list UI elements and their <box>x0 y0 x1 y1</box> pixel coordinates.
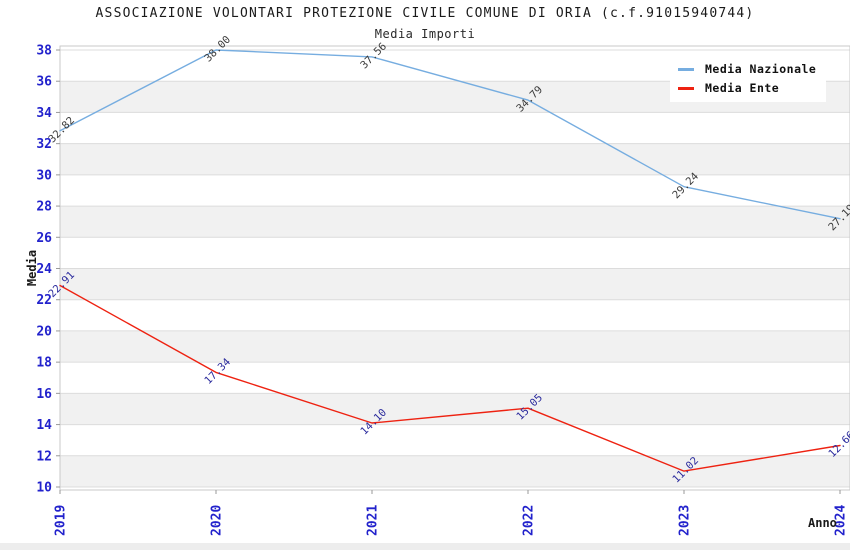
legend-label: Media Ente <box>705 81 780 95</box>
legend-item: Media Nazionale <box>678 62 816 76</box>
plot-band <box>60 143 850 175</box>
y-tick-label: 30 <box>36 168 52 183</box>
legend-swatch-dash <box>678 67 694 71</box>
y-axis-title: Media <box>25 250 39 286</box>
x-tick-label: 2024 <box>834 505 849 536</box>
plot-band <box>60 393 850 425</box>
plot-band <box>60 299 850 331</box>
y-tick-label: 34 <box>36 106 52 121</box>
legend-swatch-dash <box>678 86 694 90</box>
plot-band <box>60 362 850 394</box>
x-tick-label: 2019 <box>54 505 69 536</box>
y-tick-label: 16 <box>36 387 52 402</box>
plot-band <box>60 268 850 300</box>
y-tick-label: 32 <box>36 137 52 152</box>
x-axis-title: Anno <box>808 516 837 530</box>
y-tick-label: 18 <box>36 356 52 371</box>
y-tick-label: 24 <box>36 262 52 277</box>
y-tick-label: 38 <box>36 44 52 59</box>
y-tick-label: 10 <box>36 481 52 496</box>
x-tick-label: 2020 <box>210 505 225 536</box>
legend: Media Nazionale Media Ente <box>670 56 827 102</box>
legend-item: Media Ente <box>678 81 816 95</box>
y-tick-label: 26 <box>36 231 52 246</box>
y-tick-label: 20 <box>36 324 52 339</box>
x-tick-label: 2023 <box>678 505 693 536</box>
plot-band <box>60 174 850 207</box>
plot-band <box>60 330 850 363</box>
y-tick-label: 28 <box>36 200 52 215</box>
y-tick-label: 22 <box>36 293 52 308</box>
x-tick-label: 2021 <box>366 505 381 536</box>
series-line <box>59 284 841 472</box>
chart-subtitle: Media Importi <box>374 27 476 41</box>
plot-band <box>60 112 850 144</box>
bottom-divider <box>0 543 850 550</box>
chart-title: ASSOCIAZIONE VOLONTARI PROTEZIONE CIVILE… <box>95 6 755 21</box>
plot-band <box>60 424 850 456</box>
series-line <box>59 49 841 220</box>
plot-band <box>60 455 850 487</box>
y-tick-label: 12 <box>36 449 52 464</box>
y-tick-label: 14 <box>36 418 52 433</box>
legend-label: Media Nazionale <box>705 62 817 76</box>
plot-band <box>60 237 850 269</box>
plot-band <box>60 206 850 238</box>
x-tick-label: 2022 <box>522 505 537 536</box>
y-tick-label: 36 <box>36 75 52 90</box>
